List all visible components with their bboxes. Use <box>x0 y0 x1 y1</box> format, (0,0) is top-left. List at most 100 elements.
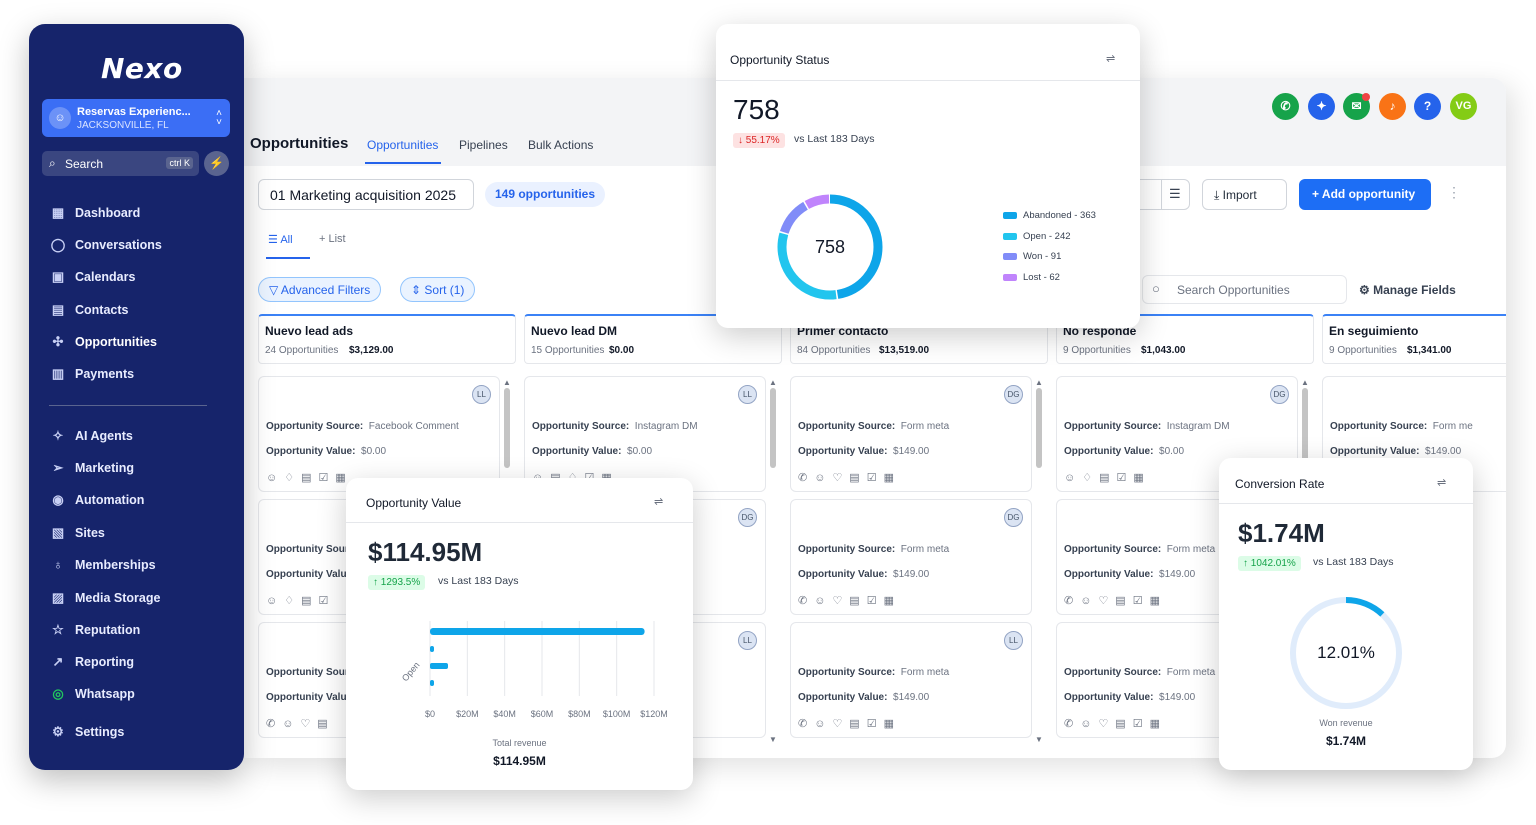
pipeline-select[interactable]: 01 Marketing acquisition 2025 <box>258 179 474 210</box>
magic-icon[interactable]: ✦ <box>1308 93 1335 120</box>
sidebar-item-opportunities[interactable]: ✣ Opportunities <box>49 332 229 354</box>
card-action-icons[interactable]: ✆☺♡▤☑▦ <box>798 595 901 607</box>
card-title: Opportunity Value <box>366 496 462 510</box>
column-count: 9 Opportunities <box>1329 345 1397 356</box>
opportunity-card[interactable]: LL Opportunity Source: Instagram DM Oppo… <box>524 376 766 492</box>
sparkle-icon: ✧ <box>52 428 64 443</box>
settings-icon[interactable]: ⇌ <box>1437 477 1447 489</box>
legend-item-lost: Lost - 62 <box>1003 272 1060 283</box>
status-total: 758 <box>733 94 780 125</box>
plus-icon: + <box>1312 187 1322 201</box>
card-action-icons[interactable]: ✆☺♡▤☑▦ <box>798 472 901 484</box>
sidebar-item-dashboard[interactable]: ▦ Dashboard <box>49 203 229 225</box>
card-value: Opportunity Value: $149.00 <box>798 446 930 457</box>
card-source: Opportunity Source: Form meta <box>798 544 950 555</box>
sidebar-item-contacts[interactable]: ▤ Contacts <box>49 300 229 322</box>
card-value: Opportunity Value: $149.00 <box>798 692 930 703</box>
legend-swatch <box>1003 252 1017 260</box>
opportunities-icon: ✣ <box>52 334 64 349</box>
sidebar-item-marketing[interactable]: ➢ Marketing <box>49 458 229 480</box>
manage-fields-button[interactable]: ⚙ Manage Fields <box>1359 283 1456 297</box>
card-action-icons[interactable]: ✆☺♡▤ <box>266 718 335 730</box>
view-toggle[interactable]: ☰ <box>1132 179 1190 210</box>
bar-segment <box>430 680 434 686</box>
sidebar-item-settings[interactable]: ⚙ Settings <box>49 722 229 744</box>
settings-icon[interactable]: ⇌ <box>1106 53 1116 65</box>
x-tick-label: $40M <box>493 709 516 719</box>
card-action-icons[interactable]: ✆☺♡▤☑▦ <box>1064 595 1167 607</box>
sidebar-item-conversations[interactable]: ◯ Conversations <box>50 237 162 252</box>
column-count: 15 Opportunities <box>531 345 605 356</box>
sidebar-item-ai-agents[interactable]: ✧ AI Agents <box>49 426 229 448</box>
tab-bulk-actions[interactable]: Bulk Actions <box>528 138 594 152</box>
card-action-icons[interactable]: ☺♢▤☑▦ <box>1064 472 1151 484</box>
opportunity-card[interactable]: LL Opportunity Source: Form meta Opportu… <box>790 622 1032 738</box>
delta-badge: ↑ 1293.5% <box>368 575 426 590</box>
column-scrollbar[interactable] <box>504 388 510 468</box>
ring-progress <box>1290 597 1402 709</box>
app-logo[interactable]: Nexo <box>101 52 183 85</box>
tab-opportunities[interactable]: Opportunities <box>367 138 439 152</box>
card-action-icons[interactable]: ✆☺♡▤☑▦ <box>798 718 901 730</box>
view-tab-all[interactable]: ☰ All <box>268 234 293 246</box>
sidebar-item-memberships[interactable]: ♁ Memberships <box>49 555 229 577</box>
opportunity-card[interactable]: LL Opportunity Source: Facebook Comment … <box>258 376 500 492</box>
gear-icon: ⚙ <box>52 724 64 739</box>
column-scrollbar[interactable] <box>1036 388 1042 468</box>
card-action-icons[interactable]: ✆☺♡▤☑▦ <box>1064 718 1167 730</box>
more-options-icon[interactable]: ⋮ <box>1447 184 1461 200</box>
sidebar-item-automation[interactable]: ◉ Automation <box>49 490 229 512</box>
import-button[interactable]: ⤓ Import <box>1202 179 1287 210</box>
column-scrollbar[interactable] <box>1302 388 1308 468</box>
quick-actions-icon[interactable]: ⚡ <box>204 151 229 176</box>
sidebar-item-reporting[interactable]: ↗ Reporting <box>49 652 229 674</box>
column-count: 9 Opportunities <box>1063 345 1131 356</box>
scroll-up-icon[interactable]: ▲ <box>503 378 511 387</box>
help-icon[interactable]: ? <box>1414 93 1441 120</box>
opportunity-card[interactable]: DG Opportunity Source: Form meta Opportu… <box>790 376 1032 492</box>
search-opportunities-input[interactable]: ○ Search Opportunities <box>1142 275 1347 304</box>
download-icon: ⤓ <box>1214 188 1223 202</box>
column-count: 84 Opportunities <box>797 345 871 356</box>
bar-open <box>430 628 645 635</box>
sidebar-item-calendars[interactable]: ▣ Calendars <box>49 267 229 289</box>
view-tab-list[interactable]: + List <box>319 233 346 245</box>
add-opportunity-button[interactable]: + Add opportunity <box>1299 179 1431 210</box>
legend-swatch <box>1003 211 1017 219</box>
search-shortcut: ctrl K <box>166 157 193 169</box>
opportunity-card[interactable]: DG Opportunity Source: Form meta Opportu… <box>790 499 1032 615</box>
donut-center-label: 758 <box>815 237 845 257</box>
send-icon: ➢ <box>52 460 64 475</box>
column-scrollbar[interactable] <box>770 388 776 468</box>
settings-icon[interactable]: ⇌ <box>654 496 664 508</box>
user-avatar[interactable]: VG <box>1450 93 1477 120</box>
scroll-down-icon[interactable]: ▼ <box>1035 735 1043 744</box>
sidebar-item-reputation[interactable]: ☆ Reputation <box>49 620 229 642</box>
bell-icon[interactable]: ♪ <box>1379 93 1406 120</box>
sidebar-item-whatsapp[interactable]: ◎ Whatsapp <box>49 684 229 706</box>
contacts-icon: ▤ <box>51 302 65 317</box>
advanced-filters-button[interactable]: ▽ Advanced Filters <box>258 277 382 302</box>
legend-swatch <box>1003 273 1017 281</box>
sidebar: Nexo ☺ Reservas Experienc... JACKSONVILL… <box>29 24 244 770</box>
plus-icon: + <box>319 233 329 245</box>
donut-segment-abandoned <box>777 194 883 300</box>
phone-icon[interactable]: ✆ <box>1272 93 1299 120</box>
sidebar-item-media-storage[interactable]: ▨ Media Storage <box>49 588 229 610</box>
image-icon: ▨ <box>51 590 65 605</box>
sort-button[interactable]: ⇕ Sort (1) <box>400 277 476 302</box>
sidebar-search[interactable]: ⌕ Search ctrl K <box>42 151 199 176</box>
tab-pipelines[interactable]: Pipelines <box>459 138 508 152</box>
sidebar-item-sites[interactable]: ▧ Sites <box>49 523 229 545</box>
scroll-up-icon[interactable]: ▲ <box>769 378 777 387</box>
opportunity-status-card: Opportunity Status ⇌ 758 ↓ 55.17% vs Las… <box>716 24 1140 328</box>
list-view-icon[interactable]: ☰ <box>1169 186 1181 201</box>
location-switcher[interactable]: ☺ Reservas Experienc... JACKSONVILLE, FL… <box>42 99 230 137</box>
scroll-up-icon[interactable]: ▲ <box>1301 378 1309 387</box>
scroll-down-icon[interactable]: ▼ <box>769 735 777 744</box>
board-view-button[interactable] <box>1133 180 1162 209</box>
card-action-icons[interactable]: ☺♢▤☑ <box>266 595 336 607</box>
sidebar-item-payments[interactable]: ▥ Payments <box>49 364 229 386</box>
card-action-icons[interactable]: ☺♢▤☑▦ <box>266 472 353 484</box>
scroll-up-icon[interactable]: ▲ <box>1035 378 1043 387</box>
